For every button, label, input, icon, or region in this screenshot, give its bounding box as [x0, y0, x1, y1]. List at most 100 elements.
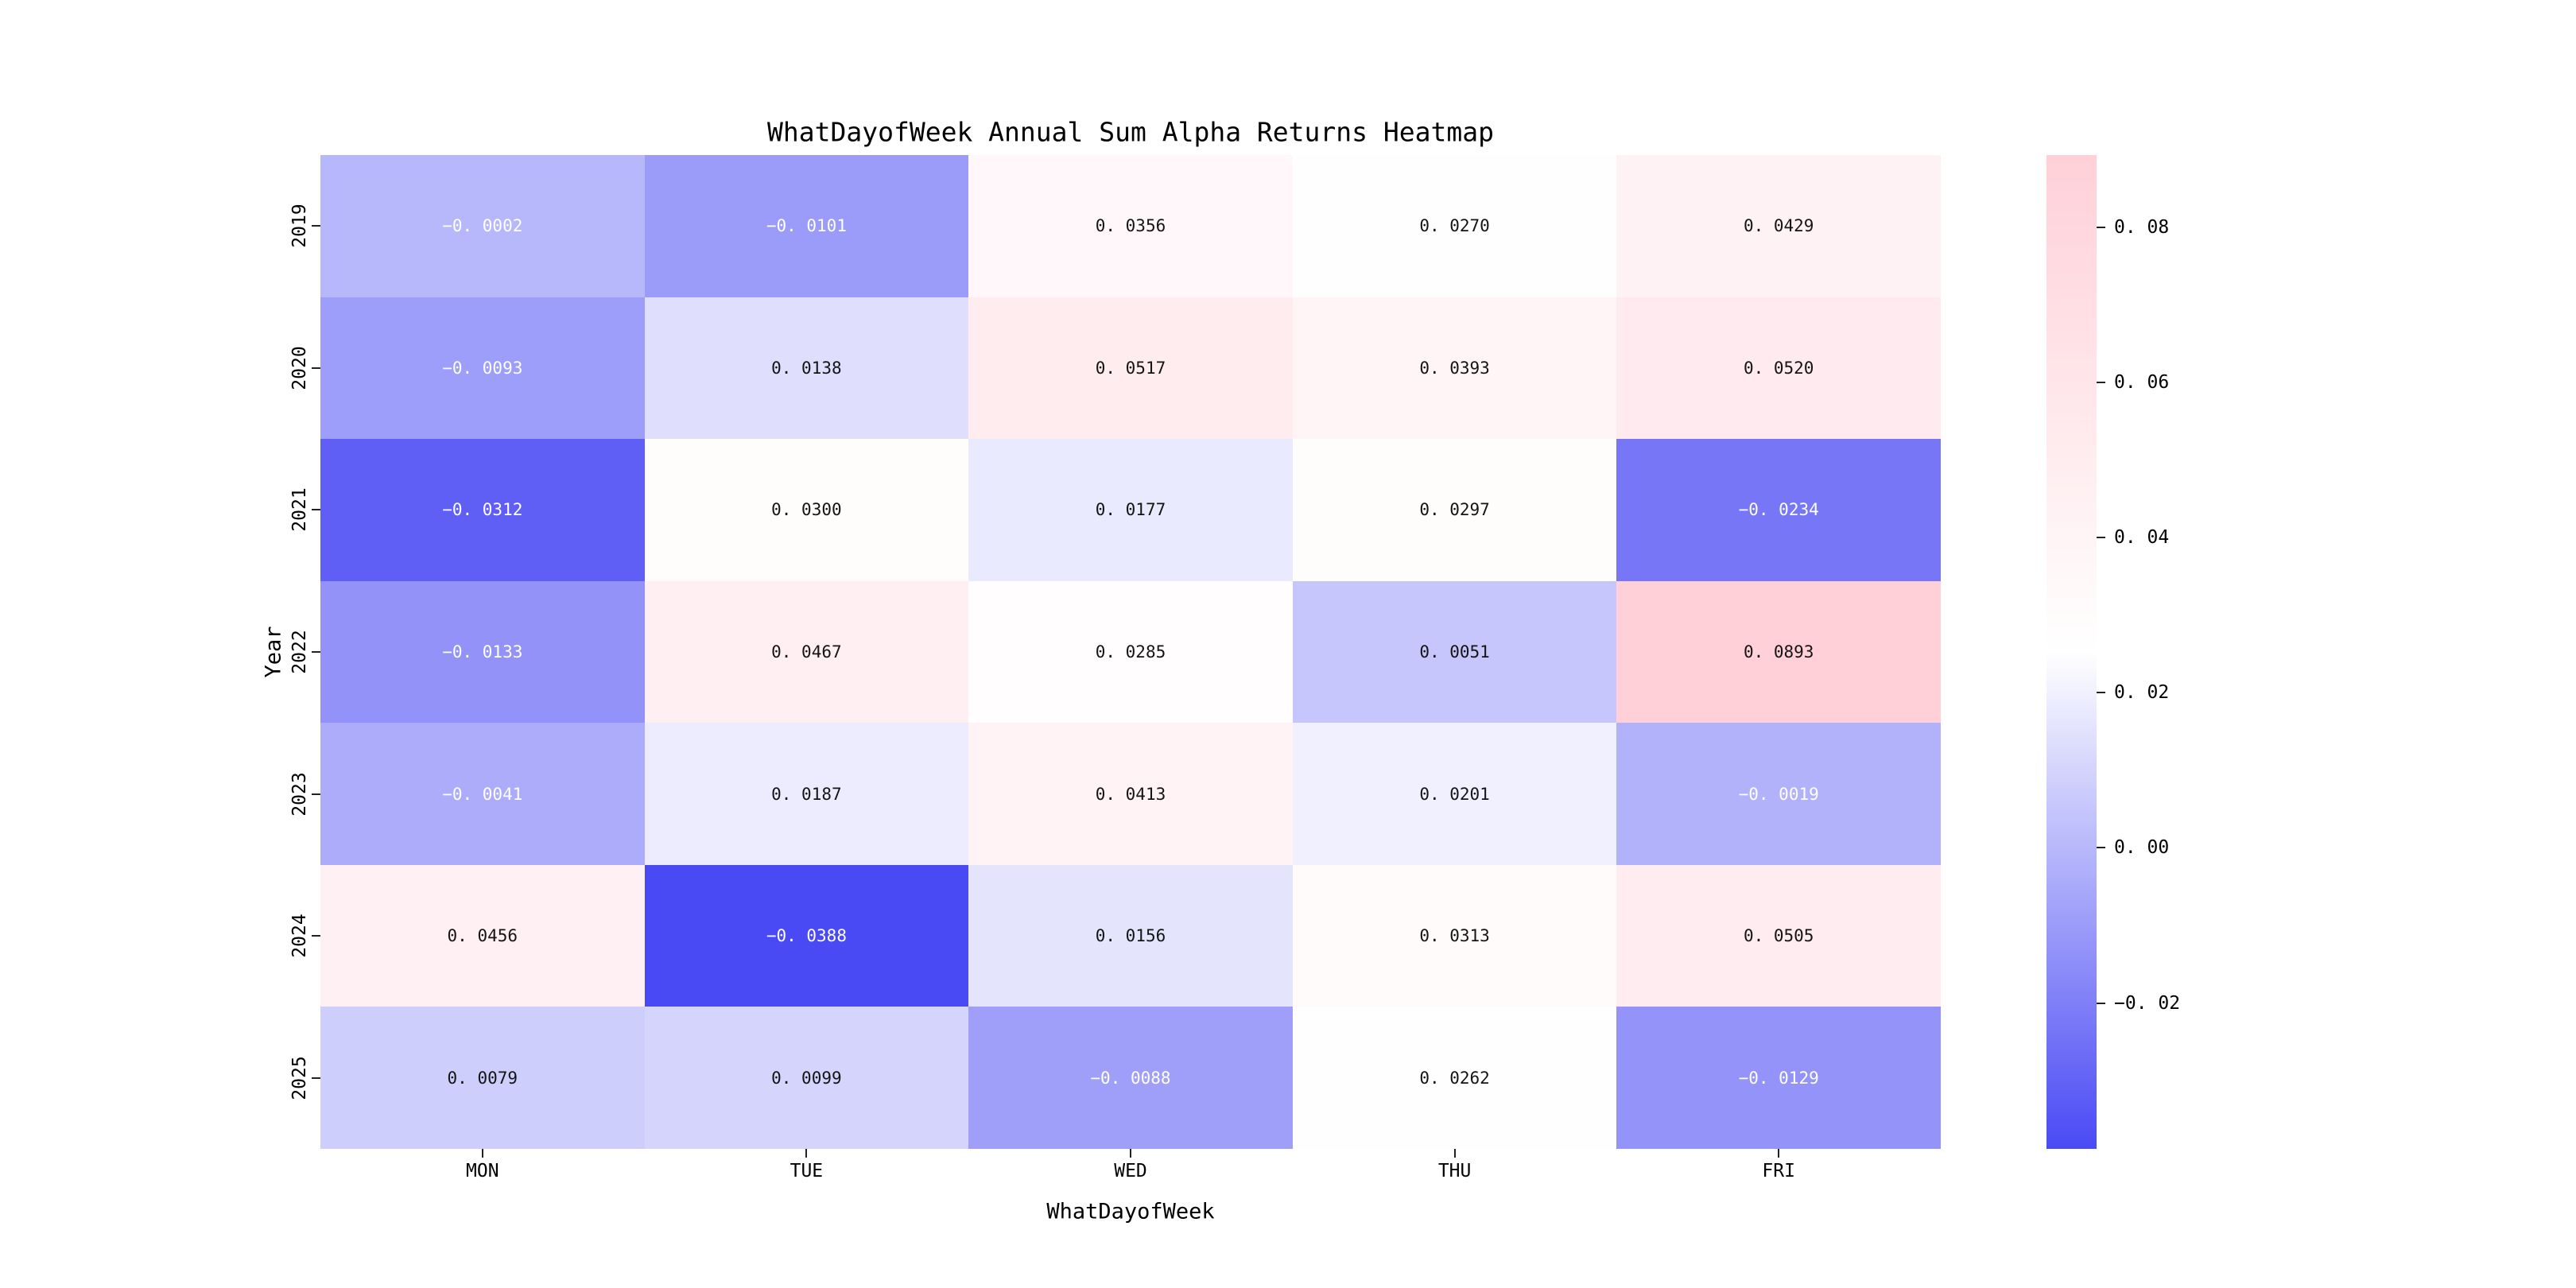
cell-value-label: 0. 0520	[1743, 358, 1814, 378]
heatmap-cell-2025-THU: 0. 0262	[1292, 1007, 1617, 1149]
heatmap-cell-2021-MON: −0. 0312	[320, 439, 645, 581]
y-tick-label-2023: 2023	[289, 771, 310, 817]
colorbar-tick	[2097, 537, 2105, 539]
heatmap-cell-2019-TUE: −0. 0101	[644, 155, 969, 297]
cell-value-label: −0. 0133	[442, 642, 523, 661]
heatmap-cell-2025-WED: −0. 0088	[968, 1007, 1293, 1149]
x-axis-tick	[481, 1149, 483, 1158]
heatmap-cell-2020-MON: −0. 0093	[320, 297, 645, 440]
cell-value-label: 0. 0356	[1095, 216, 1166, 236]
y-axis-tick	[312, 1077, 320, 1079]
heatmap-cell-2022-TUE: 0. 0467	[644, 580, 969, 724]
y-axis-tick	[312, 509, 320, 511]
cell-value-label: 0. 0285	[1095, 642, 1166, 661]
cell-value-label: −0. 0388	[766, 926, 847, 946]
colorbar-gradient	[2046, 155, 2097, 1149]
heatmap-cell-2019-WED: 0. 0356	[968, 155, 1293, 297]
x-tick-label-MON: MON	[466, 1161, 499, 1181]
x-tick-label-TUE: TUE	[789, 1161, 824, 1181]
heatmap-cell-2021-FRI: −0. 0234	[1616, 439, 1941, 581]
heatmap-cell-2020-WED: 0. 0517	[968, 297, 1293, 440]
heatmap-cell-2019-FRI: 0. 0429	[1616, 155, 1941, 297]
cell-value-label: 0. 0156	[1095, 926, 1166, 946]
heatmap-cell-2023-TUE: 0. 0187	[644, 723, 969, 865]
y-axis-tick	[312, 225, 320, 227]
x-axis-label: WhatDayofWeek	[1046, 1199, 1215, 1224]
heatmap-cell-2023-MON: −0. 0041	[320, 723, 645, 865]
x-axis-tick	[1130, 1149, 1131, 1158]
cell-value-label: 0. 0505	[1743, 926, 1814, 946]
y-tick-label-2021: 2021	[289, 487, 310, 533]
heatmap-cell-2024-FRI: 0. 0505	[1616, 864, 1941, 1007]
x-axis-tick	[805, 1149, 808, 1158]
cell-value-label: −0. 0093	[442, 358, 523, 378]
y-tick-label-2025: 2025	[289, 1056, 310, 1100]
cell-value-label: 0. 0051	[1419, 642, 1490, 661]
heatmap-cell-2025-FRI: −0. 0129	[1616, 1007, 1941, 1149]
colorbar-tick	[2097, 1002, 2105, 1004]
heatmap-cell-2020-TUE: 0. 0138	[644, 297, 969, 440]
y-axis-label: Year	[261, 626, 286, 678]
heatmap-cell-2024-MON: 0. 0456	[320, 864, 645, 1007]
y-axis-tick	[312, 651, 320, 653]
heatmap-cell-2023-FRI: −0. 0019	[1616, 723, 1941, 865]
heatmap-cell-2024-TUE: −0. 0388	[644, 864, 969, 1007]
heatmap-cell-2023-WED: 0. 0413	[968, 723, 1293, 865]
x-tick-label-THU: THU	[1437, 1161, 1472, 1181]
cell-value-label: 0. 0270	[1419, 216, 1490, 236]
heatmap-cell-2022-MON: −0. 0133	[320, 580, 645, 724]
heatmap-cell-2025-MON: 0. 0079	[320, 1007, 645, 1149]
chart-title: WhatDayofWeek Annual Sum Alpha Returns H…	[767, 116, 1494, 148]
y-axis-tick	[312, 367, 320, 369]
colorbar-tick	[2097, 226, 2105, 228]
x-tick-label-FRI: FRI	[1762, 1161, 1795, 1181]
heatmap-cell-2022-THU: 0. 0051	[1292, 580, 1617, 724]
colorbar-tick-label: 0. 02	[2114, 682, 2170, 704]
heatmap-cell-2021-WED: 0. 0177	[968, 439, 1293, 581]
cell-value-label: 0. 0517	[1095, 358, 1166, 378]
cell-value-label: 0. 0413	[1095, 784, 1166, 804]
heatmap-cell-2021-THU: 0. 0297	[1292, 439, 1617, 581]
colorbar-tick	[2097, 692, 2105, 694]
heatmap-cell-2019-MON: −0. 0002	[320, 155, 645, 297]
colorbar-tick	[2097, 381, 2105, 383]
x-axis-tick	[1453, 1149, 1456, 1158]
colorbar-tick-label: 0. 08	[2114, 216, 2170, 238]
colorbar-tick-label: 0. 04	[2114, 527, 2170, 549]
cell-value-label: 0. 0893	[1743, 642, 1814, 661]
cell-value-label: 0. 0313	[1419, 926, 1490, 946]
y-tick-label-2024: 2024	[289, 914, 310, 958]
cell-value-label: −0. 0088	[1090, 1068, 1171, 1088]
y-axis-tick	[312, 935, 320, 937]
heatmap-cell-2024-THU: 0. 0313	[1292, 864, 1617, 1007]
cell-value-label: 0. 0099	[771, 1068, 842, 1088]
cell-value-label: 0. 0079	[447, 1068, 518, 1088]
heatmap-cell-2022-FRI: 0. 0893	[1616, 580, 1941, 724]
cell-value-label: 0. 0201	[1419, 784, 1490, 804]
cell-value-label: −0. 0129	[1738, 1068, 1819, 1088]
heatmap-cell-2020-THU: 0. 0393	[1292, 297, 1617, 440]
cell-value-label: 0. 0300	[771, 500, 842, 520]
colorbar-tick-label: 0. 00	[2114, 837, 2170, 859]
heatmap-cell-2025-TUE: 0. 0099	[644, 1007, 969, 1149]
y-tick-label-2022: 2022	[289, 630, 310, 674]
y-axis-tick	[312, 793, 320, 795]
heatmap-cell-2024-WED: 0. 0156	[968, 864, 1293, 1007]
cell-value-label: 0. 0187	[771, 784, 842, 804]
cell-value-label: 0. 0297	[1419, 500, 1490, 520]
heatmap-cell-2022-WED: 0. 0285	[968, 580, 1293, 724]
colorbar-tick-label: −0. 02	[2114, 992, 2181, 1014]
cell-value-label: 0. 0456	[447, 926, 518, 946]
y-tick-label-2019: 2019	[289, 204, 310, 248]
heatmap-cell-2023-THU: 0. 0201	[1292, 723, 1617, 865]
cell-value-label: −0. 0234	[1738, 500, 1819, 520]
cell-value-label: 0. 0177	[1095, 500, 1166, 520]
cell-value-label: −0. 0019	[1738, 784, 1819, 804]
cell-value-label: −0. 0312	[442, 500, 523, 520]
x-tick-label-WED: WED	[1114, 1161, 1147, 1181]
cell-value-label: 0. 0262	[1419, 1068, 1490, 1088]
heatmap-cell-2019-THU: 0. 0270	[1292, 155, 1617, 297]
heatmap-grid: −0. 0002 −0. 0101 0. 0356 0. 0270 0. 0429 −0.…	[320, 155, 1941, 1149]
colorbar-tick	[2097, 847, 2105, 849]
